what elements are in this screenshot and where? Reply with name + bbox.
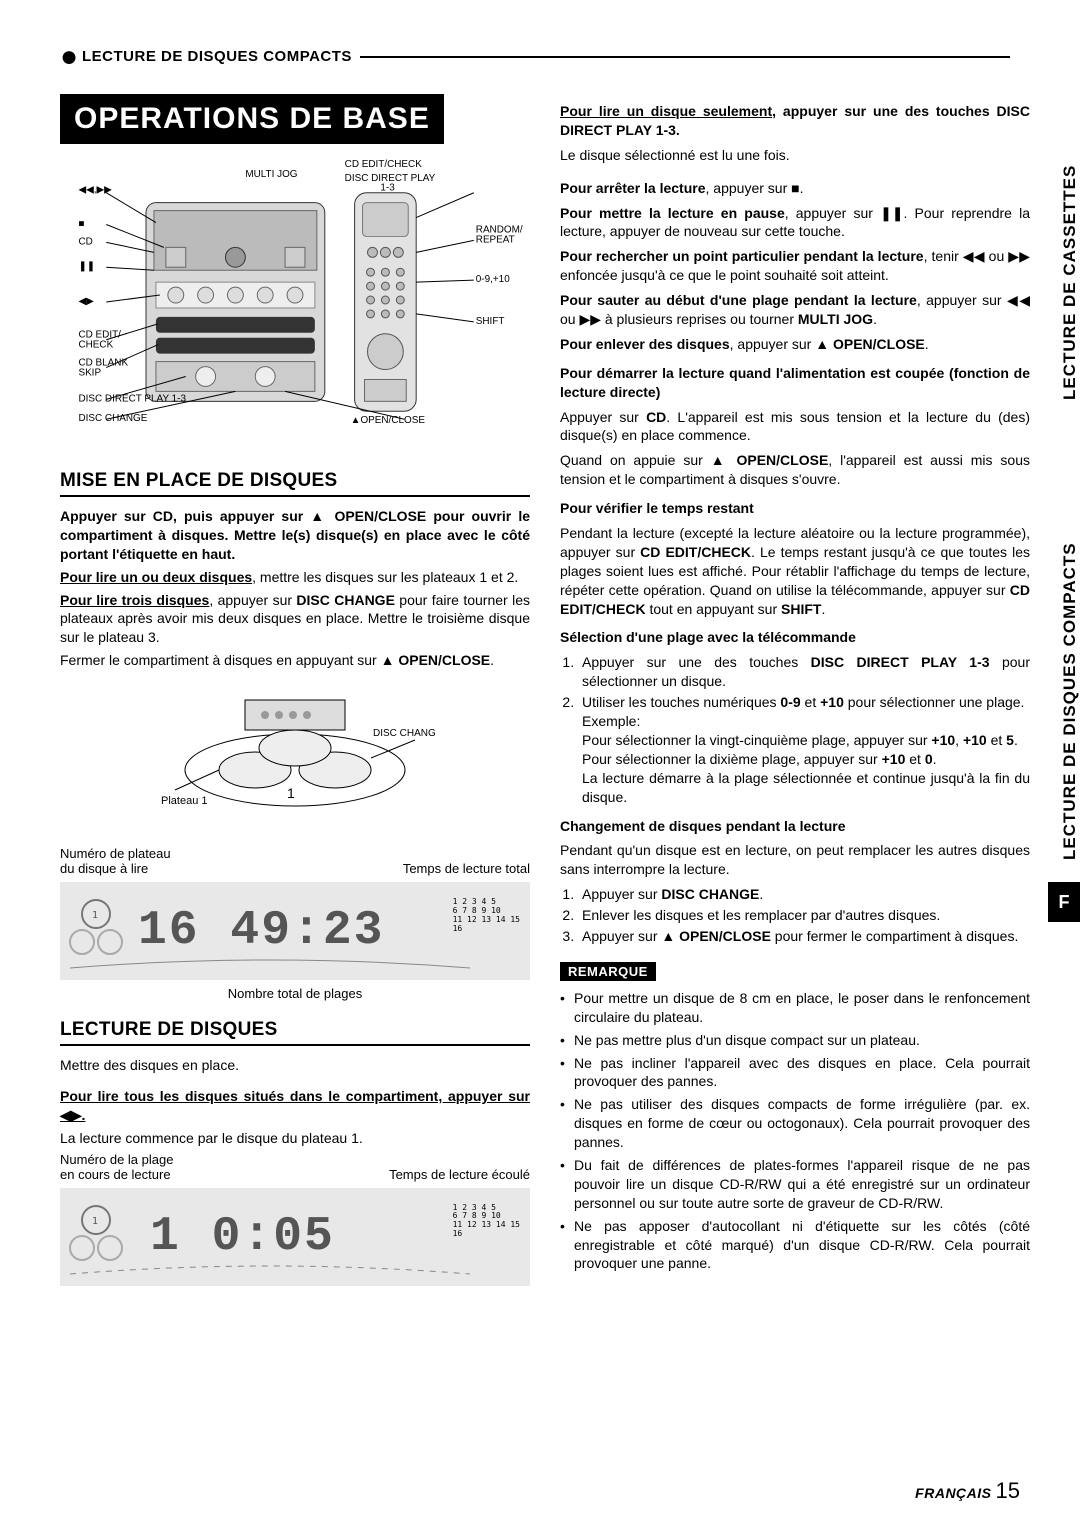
lcd-display-elapsed: 1 1 0:05 1 2 3 4 5 6 7 8 9 10 11 12 13 1… [60,1188,530,1286]
display2-captions: Numéro de la plage en cours de lecture T… [60,1152,530,1182]
svg-text:❚❚: ❚❚ [78,261,95,272]
instr-play-all: Pour lire tous les disques situés dans l… [60,1087,530,1125]
r-h-direct: Pour démarrer la lecture quand l'aliment… [560,364,1030,402]
r-h-select: Sélection d'une plage avec la télécomman… [560,628,1030,647]
change-disc-steps: Appuyer sur DISC CHANGE. Enlever les dis… [560,885,1030,946]
remark-5: Du fait de différences de plates-formes … [560,1156,1030,1213]
chg-step-2: Enlever les disques et les remplacer par… [578,906,1030,925]
remark-2: Ne pas mettre plus d'un disque compact s… [560,1031,1030,1050]
instr-close: Fermer le compartiment à disques en appu… [60,651,530,670]
remark-1: Pour mettre un disque de 8 cm en place, … [560,989,1030,1027]
svg-text:1-3: 1-3 [380,183,395,194]
svg-text:1: 1 [92,910,98,921]
tray-diagram: DISC CHANGE Plateau 1 1 [155,680,435,840]
svg-text:0-9,+10: 0-9,+10 [476,274,510,285]
device-diagram: ■ CD ❚❚ ◀▶ CD EDIT/CHECK CD BLANKSKIP DI… [60,152,530,452]
r-p10: Pendant la lecture (excepté la lecture a… [560,524,1030,618]
svg-text:◀◀,▶▶: ◀◀,▶▶ [78,185,112,196]
svg-text:DISC CHANGE: DISC CHANGE [78,413,147,424]
display1-bottom-caption: Nombre total de plages [60,986,530,1001]
heading-mise-en-place: MISE EN PLACE DE DISQUES [60,470,530,497]
instr-start: La lecture commence par le disque du pla… [60,1129,530,1148]
remark-list: Pour mettre un disque de 8 cm en place, … [560,989,1030,1273]
remark-6: Ne pas apposer d'autocollant ni d'étique… [560,1217,1030,1274]
remark-4: Ne pas utiliser des disques compacts de … [560,1095,1030,1152]
r-h-change: Changement de disques pendant la lecture [560,817,1030,836]
chg-step-1: Appuyer sur DISC CHANGE. [578,885,1030,904]
lang-tab: F [1048,882,1080,922]
page-footer: FRANÇAIS15 [915,1478,1020,1504]
svg-text:CD: CD [78,236,92,247]
svg-text:SKIP: SKIP [78,368,101,379]
svg-text:REPEAT: REPEAT [476,234,515,245]
svg-text:■: ■ [78,219,84,230]
svg-text:MULTI JOG: MULTI JOG [245,169,297,180]
r-p6: Pour sauter au début d'une plage pendant… [560,291,1030,329]
svg-text:◀▶: ◀▶ [78,296,94,307]
chg-step-3: Appuyer sur ▲ OPEN/CLOSE pour fermer le … [578,927,1030,946]
r-p4: Pour mettre la lecture en pause, appuyer… [560,204,1030,242]
instr-insert: Mettre des disques en place. [60,1056,530,1075]
svg-text:Plateau 1: Plateau 1 [161,795,207,807]
heading-lecture: LECTURE DE DISQUES [60,1019,530,1046]
r-p3: Pour arrêter la lecture, appuyer sur ■. [560,179,1030,198]
section-tag: LECTURE DE DISQUES COMPACTS [82,48,352,65]
svg-text:SHIFT: SHIFT [476,316,505,327]
r-p5: Pour rechercher un point particulier pen… [560,247,1030,285]
svg-text:DISC DIRECT PLAY 1-3: DISC DIRECT PLAY 1-3 [78,393,186,404]
r-p12: Pendant qu'un disque est en lecture, on … [560,841,1030,879]
page-title: OPERATIONS DE BASE [60,94,444,144]
side-tab-cassettes: LECTURE DE CASSETTES [1060,80,1080,400]
remark-label: REMARQUE [560,962,656,981]
r-h-remaining: Pour vérifier le temps restant [560,499,1030,518]
step-1: Appuyer sur une des touches DISC DIRECT … [578,653,1030,691]
r-p8: Appuyer sur CD. L'appareil est mis sous … [560,408,1030,446]
r-p9: Quand on appuie sur ▲ OPEN/CLOSE, l'appa… [560,451,1030,489]
instr-open: Appuyer sur CD, puis appuyer sur ▲ OPEN/… [60,507,530,564]
display1-captions: Numéro de plateau du disque à lire Temps… [60,846,530,876]
svg-text:DISC CHANGE: DISC CHANGE [373,728,435,739]
instr-three: Pour lire trois disques, appuyer sur DIS… [60,591,530,648]
step-2: Utiliser les touches numériques 0-9 et +… [578,693,1030,806]
svg-text:1: 1 [287,785,295,801]
svg-text:1: 1 [92,1216,98,1227]
svg-text:CHECK: CHECK [78,340,113,351]
svg-text:CD EDIT/CHECK: CD EDIT/CHECK [345,159,423,170]
r-p7: Pour enlever des disques, appuyer sur ▲ … [560,335,1030,354]
remark-3: Ne pas incliner l'appareil avec des disq… [560,1054,1030,1092]
svg-text:▲OPEN/CLOSE: ▲OPEN/CLOSE [351,415,426,426]
select-track-steps: Appuyer sur une des touches DISC DIRECT … [560,653,1030,806]
lcd-display-total: 1 16 49:23 1 2 3 4 5 6 7 8 9 10 11 12 13… [60,882,530,980]
r-p1: Pour lire un disque seulement, appuyer s… [560,102,1030,140]
side-tab-cd: LECTURE DE DISQUES COMPACTS [1060,380,1080,860]
section-tag-row: ● LECTURE DE DISQUES COMPACTS [60,40,1030,74]
instr-one-two: Pour lire un ou deux disques, mettre les… [60,568,530,587]
r-p2: Le disque sélectionné est lu une fois. [560,146,1030,165]
